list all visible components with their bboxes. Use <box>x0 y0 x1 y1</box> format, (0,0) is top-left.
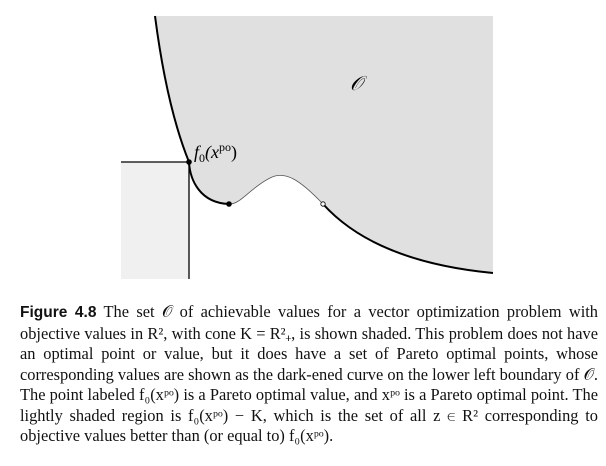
minimal-point <box>226 201 232 207</box>
caption-line-3: problem does not have an optimal point o… <box>20 323 598 364</box>
pareto-point <box>186 159 192 165</box>
cone-region <box>121 162 189 279</box>
caption-line-7: shaded region is f₀(xᵖᵒ) − K, which is t… <box>69 405 579 425</box>
figure-caption: Figure 4.8 The set 𝒪 of achievable value… <box>20 302 598 447</box>
caption-line-1: The set 𝒪 of achievable values for a vec… <box>103 302 562 321</box>
caption-line-5: ened curve on the lower left boundary of… <box>20 364 598 405</box>
caption-line-6: is a Pareto optimal value, and xᵖᵒ is a … <box>20 385 598 425</box>
boundary-hump <box>228 174 324 205</box>
caption-line-8: to objective values better than (or equa… <box>20 405 598 446</box>
open-point <box>320 201 326 207</box>
pareto-curve <box>154 15 230 205</box>
boundary-right <box>322 203 494 274</box>
caption-line-4: Pareto optimal points, whose correspondi… <box>20 344 598 384</box>
point-label: f0(xpo) <box>194 140 237 165</box>
caption-line-2: with objective values in R², with cone K… <box>20 302 598 343</box>
figure-number: Figure 4.8 <box>20 304 97 321</box>
pareto-figure: 𝒪 f0(xpo) <box>121 15 494 279</box>
achievable-set-region <box>155 16 493 273</box>
